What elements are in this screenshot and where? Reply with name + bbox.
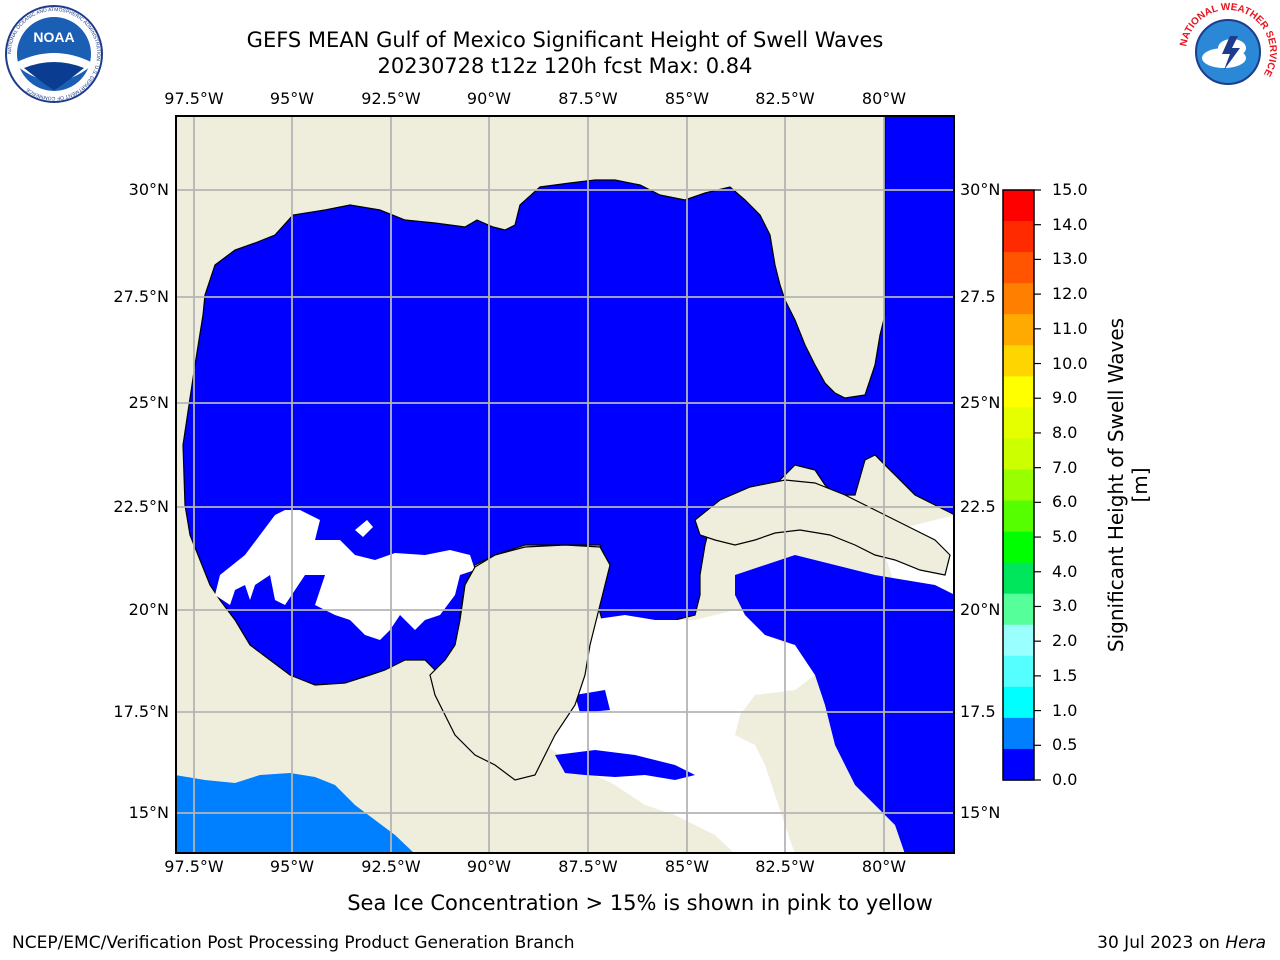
- colorbar-cell: [1003, 190, 1034, 222]
- colorbar-cell: [1003, 221, 1034, 253]
- colorbar-cell: [1003, 748, 1034, 781]
- no-data-patch-small: [355, 520, 373, 537]
- colorbar-cell: [1003, 593, 1034, 626]
- lon-tick-bottom: 90°W: [466, 857, 512, 876]
- colorbar-cell: [1003, 531, 1034, 564]
- lon-tick-top: 97.5°W: [164, 89, 224, 108]
- cuba: [694, 479, 951, 576]
- lon-tick-bottom: 87.5°W: [558, 857, 618, 876]
- lon-tick-bottom: 85°W: [664, 857, 710, 876]
- colorbar-tick-label: 14.0: [1052, 214, 1088, 234]
- colorbar: [1002, 189, 1041, 781]
- lat-tick-right: 27.5: [960, 287, 996, 306]
- colorbar-cell: [1003, 252, 1034, 284]
- lon-tick-bottom: 82.5°W: [755, 857, 815, 876]
- nws-logo: NATIONAL WEATHER SERVICE: [1178, 2, 1278, 100]
- lat-gridlines: [175, 189, 955, 814]
- lon-tick-top: 80°W: [861, 89, 907, 108]
- lon-tick-bottom: 80°W: [861, 857, 907, 876]
- colorbar-cell: [1003, 345, 1034, 377]
- lat-tick-left: 25°N: [128, 393, 169, 412]
- colorbar-cell: [1003, 686, 1034, 719]
- footer-producer: NCEP/EMC/Verification Post Processing Pr…: [12, 933, 575, 953]
- footer-date: 30 Jul 2023 on Hera: [1097, 933, 1266, 953]
- colorbar-cell: [1003, 655, 1034, 688]
- noaa-logo: NOAA NATIONAL OCEANIC AND ATMOSPHERIC AD…: [5, 5, 103, 103]
- colorbar-cell: [1003, 283, 1034, 315]
- lon-tick-top: 87.5°W: [558, 89, 618, 108]
- swell-patch-honduras: [555, 750, 695, 780]
- lat-tick-right: 22.5: [960, 497, 996, 516]
- lat-tick-left: 17.5°N: [113, 702, 169, 721]
- colorbar-tick-label: 3.0: [1052, 596, 1078, 616]
- colorbar-tick-label: 11.0: [1052, 318, 1088, 338]
- swell-field-caribbean: [735, 555, 955, 854]
- lon-tick-top: 82.5°W: [755, 89, 815, 108]
- colorbar-cell: [1003, 717, 1034, 750]
- lon-tick-top: 92.5°W: [361, 89, 421, 108]
- colorbar-tick-label: 1.0: [1052, 700, 1078, 720]
- yucatan-peninsula: [429, 544, 611, 781]
- footer-host: Hera: [1225, 933, 1266, 953]
- footer-date-text: 30 Jul 2023 on: [1097, 933, 1226, 953]
- no-data-patch-caribbean: [545, 610, 845, 854]
- lon-gridlines: [193, 115, 885, 854]
- colorbar-tick-label: 2.0: [1052, 631, 1078, 651]
- no-data-patch-bay-of-campeche: [215, 510, 475, 640]
- lon-tick-bottom: 92.5°W: [361, 857, 421, 876]
- colorbar-tick-label: 0.0: [1052, 770, 1078, 789]
- lat-tick-right: 30°N: [960, 180, 1001, 199]
- colorbar-tick-label: 10.0: [1052, 353, 1088, 373]
- colorbar-tick-label: 13.0: [1052, 249, 1088, 269]
- colorbar-tick-label: 1.5: [1052, 665, 1078, 685]
- lat-tick-left: 15°N: [128, 803, 169, 822]
- colorbar-cell: [1003, 562, 1034, 595]
- colorbar-tick-label: 9.0: [1052, 388, 1078, 408]
- colorbar-title: Significant Height of Swell Waves [m]: [1104, 317, 1152, 653]
- colorbar-cell: [1003, 407, 1034, 440]
- colorbar-tick-label: 6.0: [1052, 492, 1078, 512]
- lat-tick-left: 22.5°N: [113, 497, 169, 516]
- map-frame: [175, 115, 955, 854]
- lat-tick-right: 15°N: [960, 803, 1001, 822]
- sea-ice-note: Sea Ice Concentration > 15% is shown in …: [347, 891, 933, 915]
- lat-tick-left: 30°N: [128, 180, 169, 199]
- colorbar-cell: [1003, 624, 1034, 657]
- colorbar-cell: [1003, 469, 1034, 502]
- colorbar-tick-label: 5.0: [1052, 527, 1078, 547]
- colorbar-cell: [1003, 376, 1034, 408]
- colorbar-cell: [1003, 438, 1034, 471]
- colorbar-tick-label: 8.0: [1052, 422, 1078, 442]
- colorbar-tick-label: 7.0: [1052, 457, 1078, 477]
- lat-tick-right: 20°N: [960, 600, 1001, 619]
- colorbar-cell: [1003, 314, 1034, 346]
- swell-patch-sw: [575, 690, 610, 713]
- lat-tick-left: 27.5°N: [113, 287, 169, 306]
- lon-tick-top: 90°W: [466, 89, 512, 108]
- noaa-logo-text: NOAA: [33, 29, 74, 45]
- lon-tick-bottom: 95°W: [269, 857, 315, 876]
- lon-tick-top: 85°W: [664, 89, 710, 108]
- map-subtitle: 20230728 t12z 120h fcst Max: 0.84: [377, 54, 753, 78]
- colorbar-tick-label: 0.5: [1052, 735, 1078, 755]
- colorbar-cell: [1003, 500, 1034, 533]
- colorbar-tick-label: 15.0: [1052, 180, 1088, 199]
- colorbar-tick-label: 12.0: [1052, 284, 1088, 304]
- colorbar-tick-label: 4.0: [1052, 561, 1078, 581]
- lon-tick-bottom: 97.5°W: [164, 857, 224, 876]
- gulf-of-mexico-map: [175, 115, 955, 854]
- lon-tick-top: 95°W: [269, 89, 315, 108]
- lat-tick-left: 20°N: [128, 600, 169, 619]
- lat-tick-right: 17.5: [960, 702, 996, 721]
- lat-tick-right: 25°N: [960, 393, 1001, 412]
- map-title: GEFS MEAN Gulf of Mexico Significant Hei…: [246, 28, 884, 52]
